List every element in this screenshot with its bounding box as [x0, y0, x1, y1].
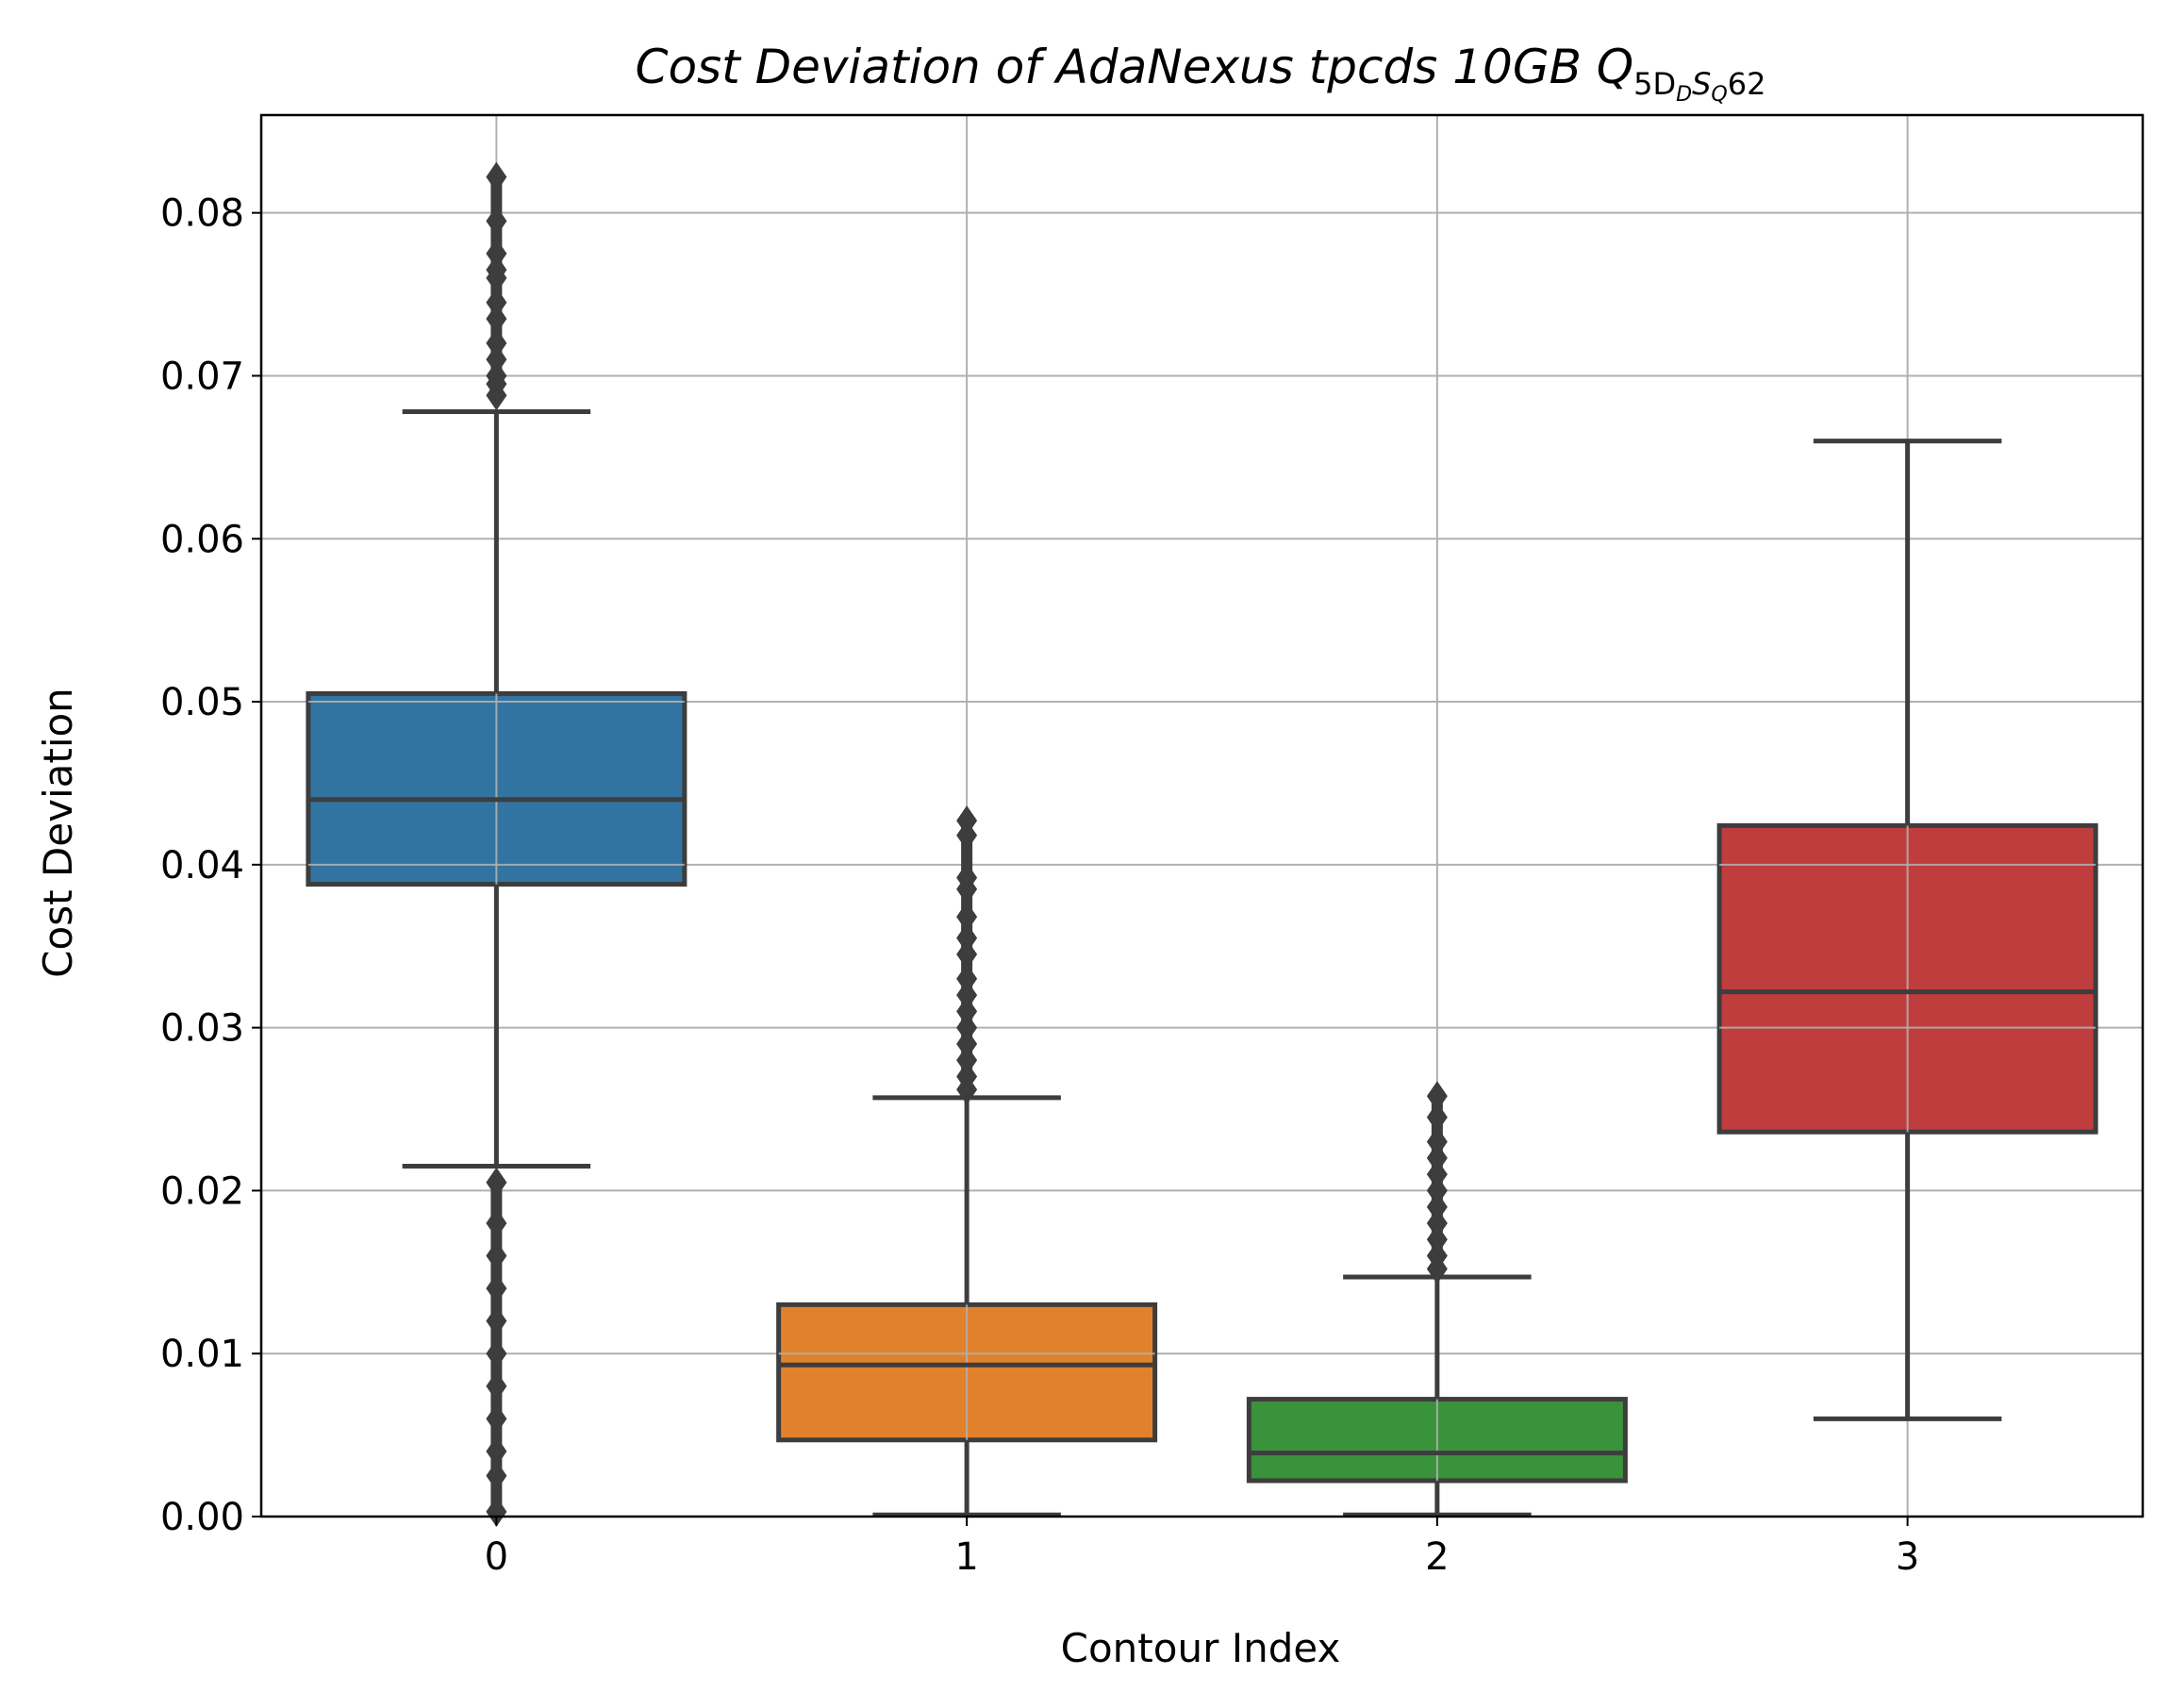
- high-outlier-point: [486, 344, 507, 375]
- low-outlier-point: [486, 1240, 507, 1271]
- y-tick-label: 0.07: [160, 355, 244, 398]
- high-outlier-point: [956, 980, 978, 1011]
- high-outlier-point: [1426, 1102, 1448, 1133]
- y-tick-label: 0.01: [160, 1333, 244, 1376]
- x-tick-label: 3: [1896, 1535, 1919, 1579]
- y-tick-label: 0.05: [160, 681, 244, 724]
- y-tick-label: 0.06: [160, 518, 244, 561]
- high-outlier-point: [1426, 1207, 1448, 1238]
- box-group-3: [1716, 439, 2098, 1421]
- chart-title-subscript-c: S: [1692, 66, 1711, 102]
- high-outlier-point: [486, 303, 507, 334]
- high-outlier-point: [956, 922, 978, 953]
- low-outlier-point: [486, 1370, 507, 1401]
- chart-title-subscript-a: 5D: [1633, 66, 1676, 102]
- low-outlier-point: [486, 1338, 507, 1369]
- low-outlier-point: [486, 1305, 507, 1336]
- y-tick-label: 0.04: [160, 844, 244, 887]
- plot-area-frame: [259, 113, 2145, 1518]
- low-outlier-point: [486, 1207, 507, 1238]
- chart-title-prefix: Cost Deviation of AdaNexus tpcds 10GB: [636, 40, 1597, 94]
- chart-title-subscript-b: D: [1676, 83, 1692, 107]
- x-tick-label: 0: [485, 1535, 508, 1579]
- high-outlier-point: [956, 1045, 978, 1076]
- x-axis-label: Contour Index: [1061, 1625, 1341, 1671]
- high-outlier-point: [486, 327, 507, 358]
- high-outlier-point: [956, 1028, 978, 1059]
- low-outlier-point: [486, 1273, 507, 1304]
- chart-title-subscript-d: Q: [1711, 83, 1727, 107]
- chart-title-subscript-e: 62: [1728, 66, 1766, 102]
- box-group-0: [306, 161, 688, 1527]
- high-outlier-point: [486, 206, 507, 237]
- y-axis-label: Cost Deviation: [35, 688, 81, 978]
- chart-title: Cost Deviation of AdaNexus tpcds 10GB Q5…: [636, 40, 1766, 107]
- y-tick-label: 0.00: [160, 1496, 244, 1539]
- low-outlier-point: [486, 1496, 507, 1527]
- high-outlier-point: [956, 862, 978, 893]
- low-outlier-point: [486, 1435, 507, 1467]
- x-tick-label: 1: [954, 1535, 978, 1579]
- high-outlier-point: [956, 963, 978, 994]
- low-outlier-point: [486, 1167, 507, 1198]
- high-outlier-point: [1426, 1126, 1448, 1157]
- x-axis-ticks: 0 1 2 3: [485, 1517, 1919, 1579]
- high-outlier-point: [956, 1061, 978, 1092]
- high-outlier-point: [1426, 1175, 1448, 1206]
- high-outlier-point: [1426, 1224, 1448, 1255]
- x-tick-label: 2: [1425, 1535, 1449, 1579]
- high-outlier-point: [956, 1012, 978, 1043]
- high-outlier-point: [486, 287, 507, 318]
- high-outlier-point: [486, 238, 507, 269]
- high-outlier-point: [1426, 1081, 1448, 1112]
- high-outlier-point: [1426, 1159, 1448, 1190]
- y-tick-label: 0.03: [160, 1007, 244, 1051]
- high-outlier-point: [956, 938, 978, 970]
- box-layer: [306, 161, 2098, 1527]
- chart-title-symbol: Q: [1597, 40, 1633, 94]
- high-outlier-point: [486, 360, 507, 391]
- box-group-2: [1246, 1081, 1628, 1517]
- high-outlier-point: [1426, 1240, 1448, 1271]
- high-outlier-point: [956, 902, 978, 933]
- low-outlier-point: [486, 1460, 507, 1491]
- high-outlier-point: [486, 255, 507, 286]
- high-outlier-point: [1426, 1191, 1448, 1222]
- high-outlier-point: [956, 996, 978, 1027]
- y-axis-ticks: 0.00 0.01 0.02 0.03 0.04 0.05 0.06 0.07 0.08: [160, 192, 261, 1539]
- box-group-1: [776, 805, 1158, 1517]
- high-outlier-point: [486, 161, 507, 192]
- y-tick-label: 0.02: [160, 1169, 244, 1213]
- low-outlier-point: [486, 1403, 507, 1434]
- high-outlier-point: [1426, 1142, 1448, 1173]
- high-outlier-point: [956, 805, 978, 837]
- y-tick-label: 0.08: [160, 192, 244, 236]
